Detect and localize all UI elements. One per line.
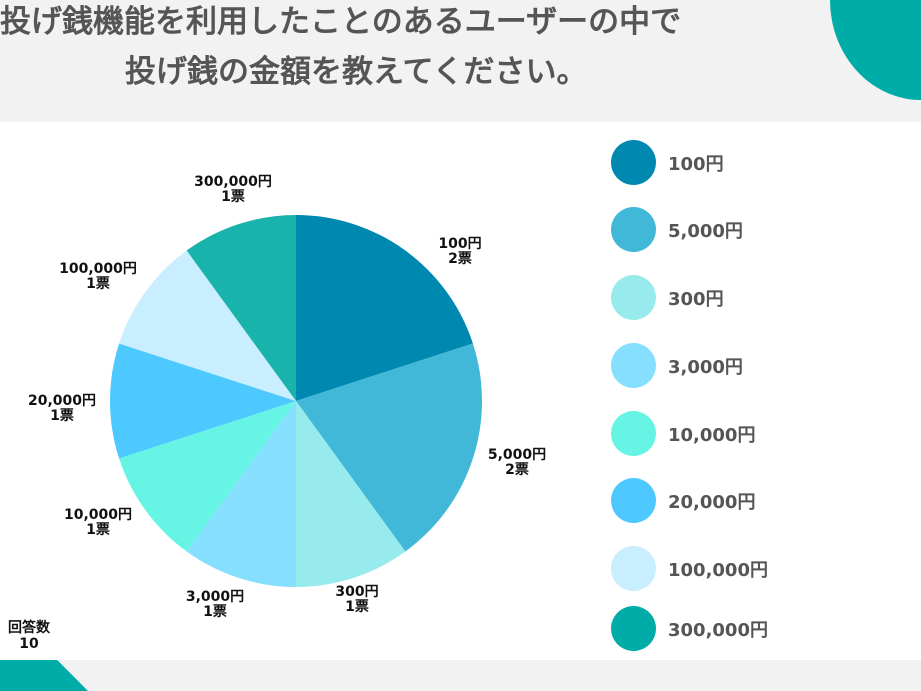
legend-item: 100円 bbox=[611, 140, 724, 185]
pie-slice bbox=[119, 401, 296, 552]
pie-slice bbox=[296, 343, 482, 552]
pie-slice bbox=[296, 215, 473, 401]
pie-slice bbox=[296, 401, 406, 587]
slice-label-name: 20,000円 bbox=[27, 393, 97, 409]
pie-slice bbox=[119, 250, 296, 401]
slice-label-value: 2票 bbox=[448, 251, 472, 267]
legend-label: 300円 bbox=[668, 288, 724, 310]
slice-label-value: 1票 bbox=[86, 276, 110, 292]
slice-label-value: 1票 bbox=[50, 408, 74, 424]
slice-label: 100,000円 1票 bbox=[59, 262, 137, 292]
slice-label: 3,000円 1票 bbox=[186, 590, 244, 620]
slice-label: 20,000円 1票 bbox=[28, 394, 96, 424]
legend-swatch bbox=[611, 411, 656, 456]
slice-label-name: 300,000円 bbox=[194, 174, 272, 190]
legend-swatch bbox=[611, 606, 656, 651]
slice-label-name: 100,000円 bbox=[59, 261, 137, 277]
slice-label-value: 1票 bbox=[221, 189, 245, 205]
total-label: 回答数 bbox=[8, 620, 50, 636]
slice-label-value: 1票 bbox=[345, 599, 369, 615]
pie-slice bbox=[186, 215, 296, 401]
slice-label-value: 1票 bbox=[203, 604, 227, 620]
legend-swatch bbox=[611, 478, 656, 523]
slice-label-name: 5,000円 bbox=[487, 447, 547, 463]
pie-slice bbox=[109, 343, 297, 459]
slice-label-value: 1票 bbox=[86, 522, 110, 538]
slice-label-name: 10,000円 bbox=[63, 507, 133, 523]
legend-swatch bbox=[611, 546, 656, 591]
footer-band bbox=[0, 660, 921, 691]
legend-item: 300円 bbox=[611, 275, 724, 320]
slice-label: 5,000円 2票 bbox=[488, 448, 546, 478]
legend-item: 10,000円 bbox=[611, 411, 755, 456]
legend-swatch bbox=[611, 343, 656, 388]
legend-label: 100円 bbox=[668, 153, 724, 175]
title-line-1: 投げ銭機能を利用したことのあるユーザーの中で bbox=[0, 4, 682, 40]
legend-item: 100,000円 bbox=[611, 546, 768, 591]
slice-label-name: 300円 bbox=[335, 584, 379, 600]
pie-slice bbox=[186, 401, 296, 587]
legend-item: 5,000円 bbox=[611, 207, 743, 252]
legend-swatch bbox=[611, 275, 656, 320]
legend-item: 20,000円 bbox=[611, 478, 755, 523]
title-line-2: 投げ銭の金額を教えてください。 bbox=[125, 54, 588, 90]
legend-item: 300,000円 bbox=[611, 606, 768, 651]
title-band: 投げ銭機能を利用したことのあるユーザーの中で 投げ銭の金額を教えてください。 bbox=[0, 0, 921, 122]
legend-label: 3,000円 bbox=[668, 356, 743, 378]
legend-label: 5,000円 bbox=[668, 220, 743, 242]
slice-label-name: 3,000円 bbox=[185, 589, 245, 605]
slice-label: 100円 2票 bbox=[438, 237, 481, 267]
slice-label: 300,000円 1票 bbox=[194, 175, 272, 205]
total-value: 10 bbox=[19, 636, 39, 652]
slice-label: 300円 1票 bbox=[335, 585, 378, 615]
legend-label: 300,000円 bbox=[668, 619, 768, 641]
legend-label: 10,000円 bbox=[668, 424, 756, 446]
legend-label: 20,000円 bbox=[668, 491, 756, 513]
legend-swatch bbox=[611, 140, 656, 185]
slice-label: 10,000円 1票 bbox=[64, 508, 132, 538]
legend-swatch bbox=[611, 207, 656, 252]
total-responses: 回答数 10 bbox=[8, 620, 50, 652]
legend-item: 3,000円 bbox=[611, 343, 743, 388]
slice-label-name: 100円 bbox=[438, 236, 482, 252]
slice-label-value: 2票 bbox=[505, 462, 529, 478]
legend-label: 100,000円 bbox=[668, 559, 768, 581]
